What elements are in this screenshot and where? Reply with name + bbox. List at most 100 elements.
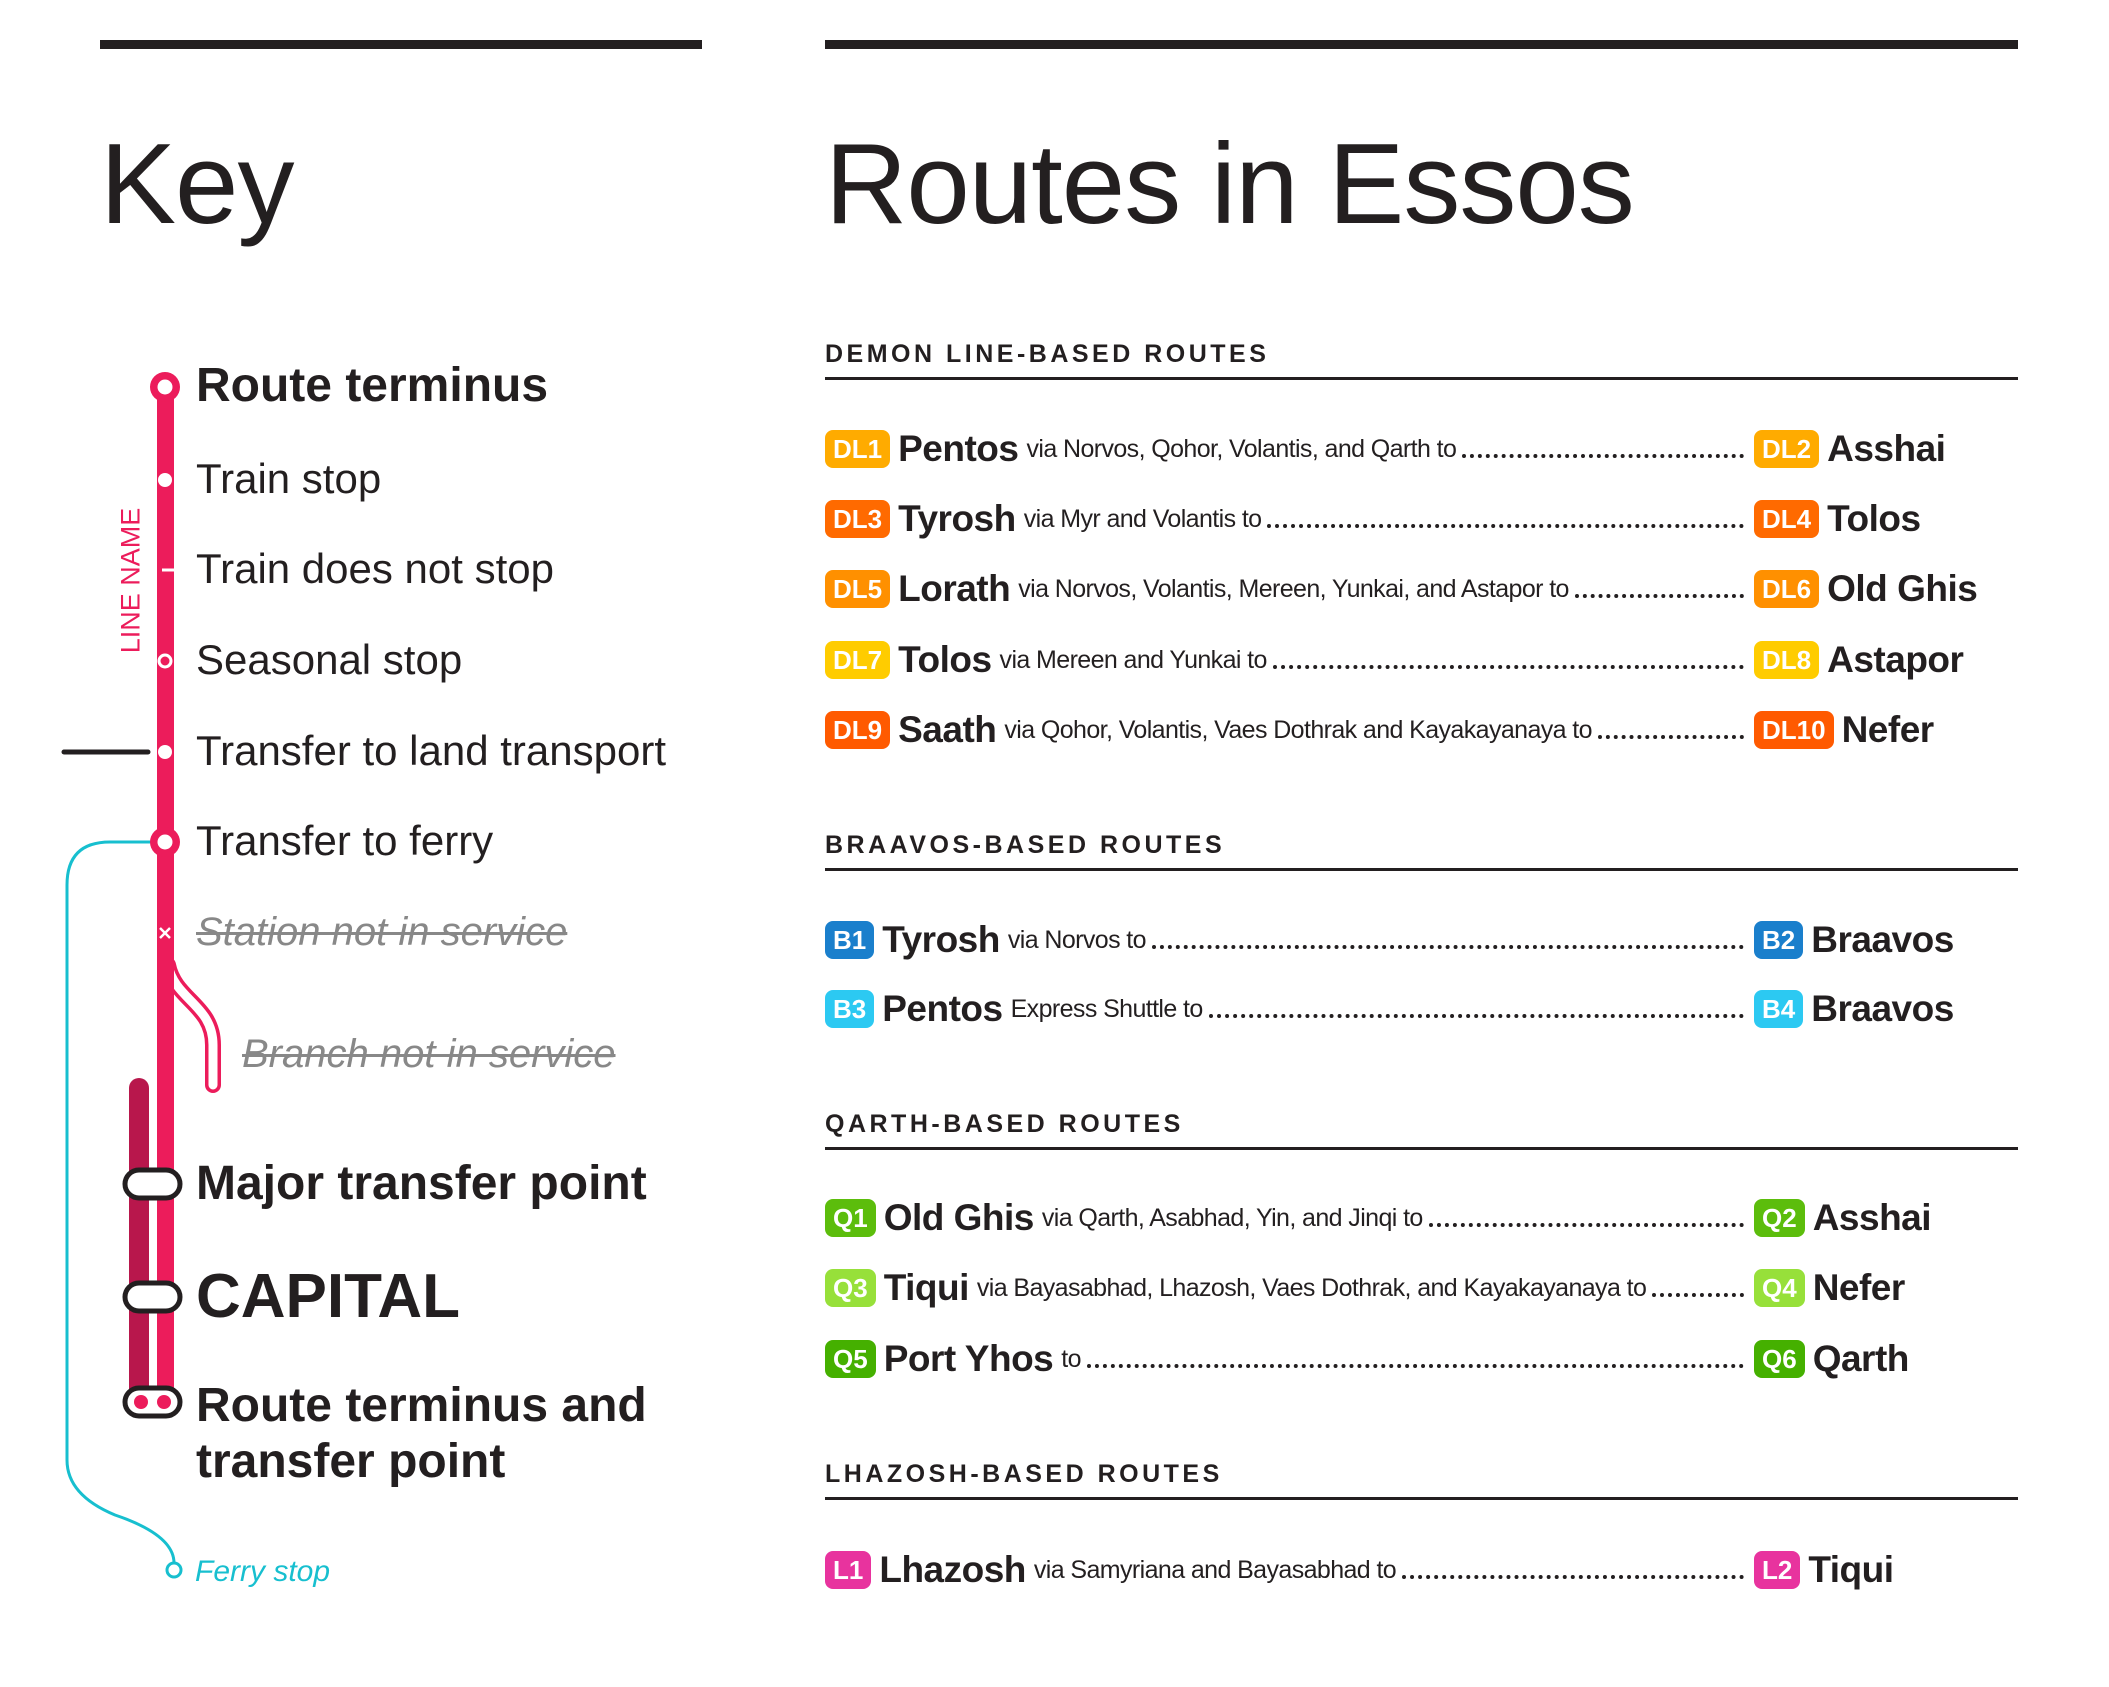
route-code-badge: DL5 xyxy=(825,570,891,608)
land-transfer-marker xyxy=(158,745,172,759)
main-line xyxy=(157,387,174,1402)
route-code-badge: Q5 xyxy=(825,1340,876,1378)
route-code-badge: L1 xyxy=(825,1551,872,1589)
route-code-badge: DL10 xyxy=(1754,711,1834,749)
route-via: via Norvos to xyxy=(1007,925,1147,954)
destination-city: Braavos xyxy=(1811,988,1954,1029)
route-code-badge: DL2 xyxy=(1754,430,1820,468)
key-transfer-ferry: Transfer to ferry xyxy=(196,817,494,864)
dot-leader xyxy=(1086,1364,1744,1368)
route-via: via Mereen and Yunkai to xyxy=(999,645,1268,674)
dot-leader xyxy=(1462,454,1744,458)
destination-city: Asshai xyxy=(1827,428,1946,469)
key-train-does-not-stop: Train does not stop xyxy=(196,545,554,592)
route-via: Express Shuttle to xyxy=(1010,994,1204,1023)
ferry-line xyxy=(65,840,176,1564)
destination-city: Braavos xyxy=(1811,919,1954,960)
route-row: DL3 Tyrosh via Myr and Volantis to DL4 Tolos xyxy=(825,497,2018,541)
route-row: B3 Pentos Express Shuttle to B4 Braavos xyxy=(825,987,2018,1031)
key-branch-not-in-service: Branch not in service xyxy=(242,1032,616,1076)
route-code-badge: DL3 xyxy=(825,500,891,538)
route-code-badge: DL4 xyxy=(1754,500,1820,538)
dot-leader xyxy=(1208,1014,1744,1018)
dot-leader xyxy=(1272,665,1744,669)
route-code-badge: Q3 xyxy=(825,1269,876,1307)
route-terminus-marker-center xyxy=(157,379,173,395)
ferry-transfer-marker-center xyxy=(157,834,173,850)
route-row: L1 Lhazosh via Samyriana and Bayasabhad to… xyxy=(825,1548,2018,1592)
route-code-badge: DL8 xyxy=(1754,641,1820,679)
route-code-badge: DL1 xyxy=(825,430,891,468)
destination-city: Tolos xyxy=(1827,498,1921,539)
dot-leader xyxy=(1267,524,1744,528)
route-code-badge: B1 xyxy=(825,921,875,959)
major-transfer-marker xyxy=(122,1167,183,1201)
key-train-stop: Train stop xyxy=(196,455,382,502)
origin-city: Pentos xyxy=(882,988,1003,1029)
origin-city: Tyrosh xyxy=(898,498,1016,539)
origin-city: Pentos xyxy=(898,428,1019,469)
route-row: DL7 Tolos via Mereen and Yunkai to DL8 Astap… xyxy=(825,638,2018,682)
origin-city: Tolos xyxy=(898,639,992,680)
destination-city: Tiqui xyxy=(1808,1549,1894,1590)
key-terminus-transfer: Route terminus and transfer point xyxy=(196,1379,647,1488)
terminus-transfer-dot xyxy=(134,1395,148,1409)
origin-city: Tyrosh xyxy=(882,919,1000,960)
route-via: via Norvos, Volantis, Mereen, Yunkai, an… xyxy=(1018,574,1569,603)
route-code-badge: B3 xyxy=(825,990,875,1028)
destination-city: Nefer xyxy=(1812,1267,1906,1308)
origin-city: Old Ghis xyxy=(883,1197,1035,1238)
line-name-label: LINE NAME xyxy=(115,507,146,654)
key-major-transfer-point: Major transfer point xyxy=(196,1157,647,1210)
route-row: Q5 Port Yhos to Q6 Qarth xyxy=(825,1337,2018,1381)
route-row: B1 Tyrosh via Norvos to B2 Braavos xyxy=(825,918,2018,962)
dot-leader xyxy=(1597,735,1744,739)
dot-leader xyxy=(1574,594,1744,598)
route-row: Q1 Old Ghis via Qarth, Asabhad, Yin, and J… xyxy=(825,1196,2018,1240)
dot-leader xyxy=(1652,1293,1744,1297)
terminus-transfer-marker xyxy=(122,1385,183,1419)
section-heading: LHAZOSH-BASED ROUTES xyxy=(825,1460,2018,1500)
ferry-stop-marker xyxy=(165,1561,183,1579)
route-via: via Norvos, Qohor, Volantis, and Qarth t… xyxy=(1026,434,1457,463)
route-code-badge: L2 xyxy=(1754,1551,1801,1589)
seasonal-stop-marker xyxy=(157,653,173,669)
origin-city: Saath xyxy=(898,709,997,750)
key-ferry-stop: Ferry stop xyxy=(195,1555,331,1588)
destination-city: Astapor xyxy=(1827,639,1964,680)
key-seasonal-stop: Seasonal stop xyxy=(196,636,463,683)
origin-city: Lorath xyxy=(898,568,1011,609)
destination-city: Old Ghis xyxy=(1827,568,1978,609)
route-code-badge: Q4 xyxy=(1754,1269,1805,1307)
route-code-badge: DL9 xyxy=(825,711,891,749)
destination-city: Qarth xyxy=(1812,1338,1910,1379)
key-station-not-in-service: Station not in service xyxy=(196,910,568,954)
routes-top-rule xyxy=(825,40,2018,49)
route-code-badge: B4 xyxy=(1754,990,1804,1028)
route-code-badge: Q6 xyxy=(1754,1340,1805,1378)
key-title: Key xyxy=(100,121,294,248)
route-row: DL1 Pentos via Norvos, Qohor, Volantis, an… xyxy=(825,427,2018,471)
origin-city: Tiqui xyxy=(883,1267,970,1308)
dot-leader xyxy=(1151,945,1744,949)
destination-city: Nefer xyxy=(1841,709,1935,750)
dot-leader xyxy=(1402,1575,1744,1579)
routes-title: Routes in Essos xyxy=(825,121,1635,248)
route-row: Q3 Tiqui via Bayasabhad, Lhazosh, Vaes Dot… xyxy=(825,1266,2018,1310)
not-in-service-x-marker xyxy=(159,927,171,939)
route-code-badge: Q2 xyxy=(1754,1199,1805,1237)
key-route-terminus: Route terminus xyxy=(196,359,549,412)
origin-city: Lhazosh xyxy=(879,1549,1026,1590)
terminus-transfer-dot xyxy=(157,1395,171,1409)
route-via: via Samyriana and Bayasabhad to xyxy=(1033,1555,1397,1584)
route-row: DL9 Saath via Qohor, Volantis, Vaes Dothra… xyxy=(825,708,2018,752)
section-heading: DEMON LINE-BASED ROUTES xyxy=(825,340,2018,380)
key-transfer-land: Transfer to land transport xyxy=(196,727,666,774)
route-via: via Qarth, Asabhad, Yin, and Jinqi to xyxy=(1041,1203,1423,1232)
origin-city: Port Yhos xyxy=(883,1338,1054,1379)
route-via: to xyxy=(1061,1344,1081,1373)
route-via: via Qohor, Volantis, Vaes Dothrak and Ka… xyxy=(1004,715,1592,744)
dark-parallel-line xyxy=(129,1078,149,1408)
destination-city: Asshai xyxy=(1812,1197,1932,1238)
